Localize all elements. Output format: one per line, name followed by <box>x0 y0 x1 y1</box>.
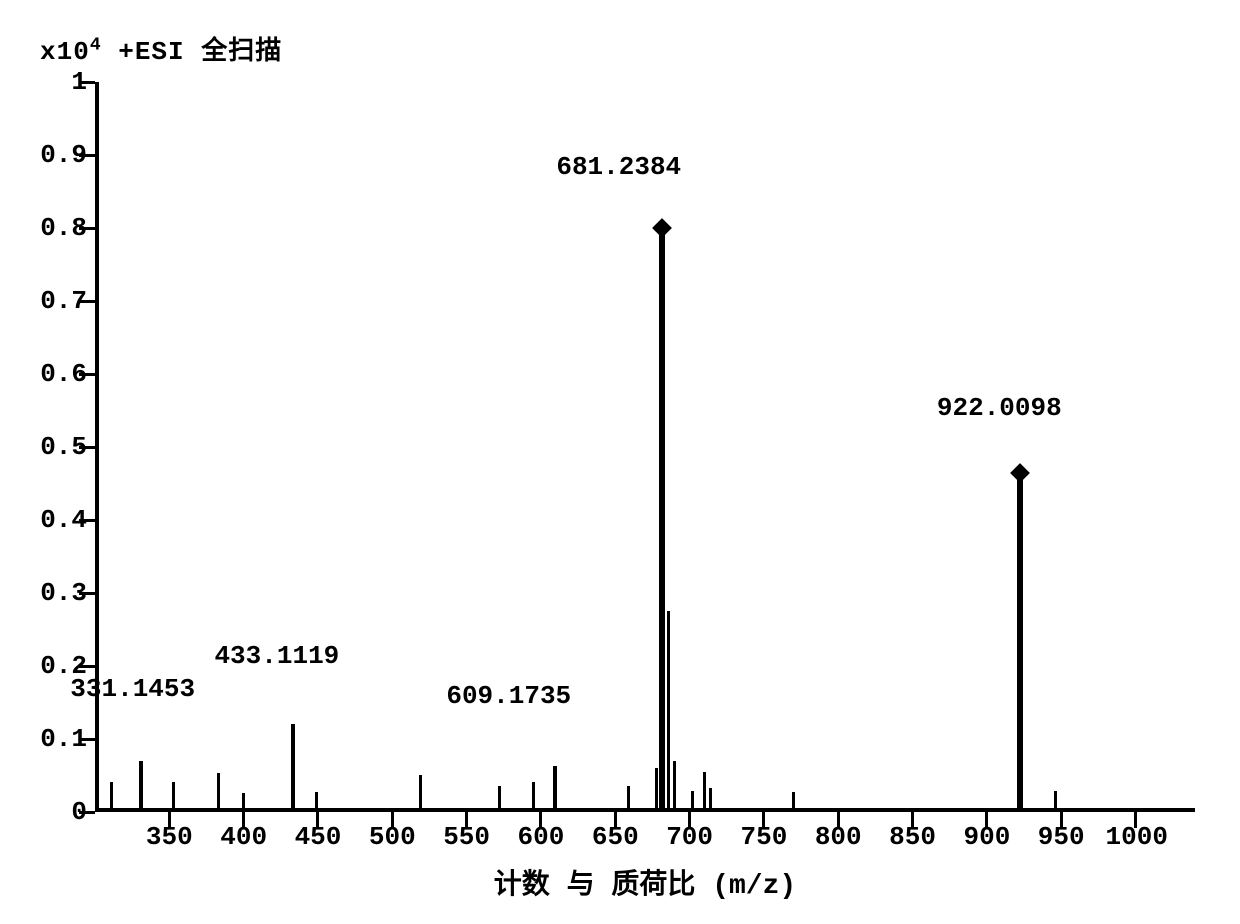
y-tick-label: 0.1 <box>7 724 87 754</box>
y-tick-label: 0.5 <box>7 432 87 462</box>
x-tick-label: 650 <box>585 822 645 852</box>
peak-label: 433.1119 <box>214 641 339 671</box>
peak-label: 922.0098 <box>937 393 1062 423</box>
y-tick-label: 0.8 <box>7 213 87 243</box>
spectrum-peak-labeled <box>1017 469 1023 808</box>
spectrum-peak <box>667 611 670 808</box>
x-axis <box>95 808 1195 812</box>
peak-label: 331.1453 <box>70 674 195 704</box>
spectrum-peak <box>673 761 676 808</box>
spectrum-peak <box>532 782 535 808</box>
x-tick-label: 950 <box>1031 822 1091 852</box>
x-tick-label: 850 <box>883 822 943 852</box>
x-tick-label: 900 <box>957 822 1017 852</box>
spectrum-peak-labeled <box>291 724 295 808</box>
spectrum-peak <box>792 792 795 808</box>
spectrum-peak <box>709 788 712 808</box>
y-tick-label: 1 <box>7 67 87 97</box>
x-tick-label: 450 <box>288 822 348 852</box>
y-tick-label: 0 <box>7 797 87 827</box>
x-tick-label: 400 <box>214 822 274 852</box>
y-tick-label: 0.4 <box>7 505 87 535</box>
x-tick-label: 500 <box>362 822 422 852</box>
spectrum-peak-labeled <box>659 224 665 808</box>
x-tick-label: 700 <box>660 822 720 852</box>
spectrum-peak <box>217 773 220 808</box>
x-tick-label: 1000 <box>1106 822 1166 852</box>
spectrum-peak <box>242 793 245 808</box>
spectrum-peak <box>703 772 706 809</box>
peak-label: 609.1735 <box>446 681 571 711</box>
y-tick-label: 0.6 <box>7 359 87 389</box>
spectrum-peak <box>627 786 630 808</box>
spectrum-peak-labeled <box>139 761 143 808</box>
y-tick-label: 0.9 <box>7 140 87 170</box>
x-tick-label: 750 <box>734 822 794 852</box>
spectrum-peak <box>315 792 318 808</box>
spectrum-peak <box>110 782 113 808</box>
x-tick-label: 600 <box>511 822 571 852</box>
y-tick-label: 0.7 <box>7 286 87 316</box>
title-prefix: x10 <box>40 37 90 67</box>
spectrum-peak <box>172 782 175 808</box>
spectrum-peak-labeled <box>553 766 557 808</box>
x-axis-title: 计数 与 质荷比 (m/z) <box>95 862 1195 902</box>
x-tick-label: 350 <box>139 822 199 852</box>
spectrum-peak <box>498 786 501 808</box>
y-tick-label: 0.2 <box>7 651 87 681</box>
plot-area: 331.1453433.1119609.1735681.2384922.0098… <box>95 82 1195 812</box>
peak-marker-diamond <box>652 218 672 238</box>
chart-title: x104 +ESI 全扫描 <box>40 30 282 67</box>
peak-label: 681.2384 <box>556 152 681 182</box>
spectrum-peak <box>419 775 422 808</box>
spectrum-peak <box>1054 791 1057 808</box>
title-suffix: +ESI 全扫描 <box>102 37 283 67</box>
x-tick-label: 550 <box>437 822 497 852</box>
peak-marker-diamond <box>1010 463 1030 483</box>
x-tick-label: 800 <box>808 822 868 852</box>
spectrum-peak <box>691 791 694 808</box>
y-tick-label: 0.3 <box>7 578 87 608</box>
title-exponent: 4 <box>90 35 102 55</box>
mass-spectrum-chart: x104 +ESI 全扫描 331.1453 433.1119 609.1735 68… <box>0 0 1240 924</box>
